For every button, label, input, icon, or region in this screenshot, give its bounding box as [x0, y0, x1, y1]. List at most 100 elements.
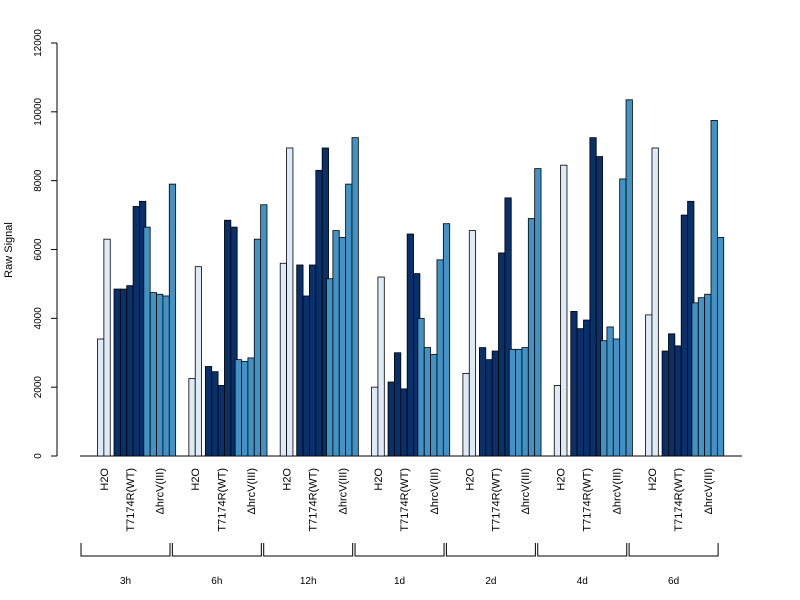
condition-label: ΔhrcV(III) — [611, 468, 623, 514]
condition-label: H2O — [464, 468, 476, 491]
bar — [661, 350, 669, 457]
time-brackets: 3h 6h 12h 1d 2d 4d 6d — [80, 543, 719, 587]
condition-label: H2O — [556, 468, 568, 491]
bar — [371, 386, 379, 457]
bar — [417, 317, 425, 457]
bar — [247, 357, 255, 457]
bar — [442, 223, 451, 457]
y-tick-label: 2000 — [33, 376, 44, 399]
time-label: 6d — [668, 576, 679, 587]
bar — [149, 292, 157, 457]
bar — [680, 214, 688, 457]
time-bracket — [537, 543, 628, 557]
bar — [132, 206, 140, 457]
time-label: 2d — [485, 576, 496, 587]
bar — [645, 314, 653, 457]
time-label: 12h — [300, 576, 317, 587]
condition-label: T7174R(WT) — [490, 468, 502, 532]
condition-label: T7174R(WT) — [399, 468, 411, 532]
bar — [436, 259, 444, 457]
bar — [113, 288, 121, 457]
bar — [589, 137, 597, 457]
bar — [338, 237, 347, 457]
bar — [387, 381, 395, 457]
bar — [103, 238, 111, 457]
condition-label: H2O — [373, 468, 385, 491]
bar — [423, 347, 431, 457]
bar — [595, 156, 603, 457]
bar — [478, 347, 487, 457]
condition-label: ΔhrcV(III) — [429, 468, 441, 514]
bar — [576, 328, 584, 457]
bar — [188, 378, 196, 457]
bars — [97, 99, 725, 457]
y-axis-title: Raw Signal — [3, 222, 15, 278]
time-bracket — [628, 543, 719, 557]
time-bracket — [263, 543, 354, 557]
bar — [498, 252, 506, 457]
y-tick-label: 10000 — [33, 97, 44, 125]
bar — [260, 204, 268, 457]
bar — [119, 288, 128, 457]
y-tick-label: 12000 — [33, 29, 44, 57]
condition-label: T7174R(WT) — [582, 468, 594, 532]
bar — [156, 293, 164, 457]
condition-label: ΔhrcV(III) — [155, 468, 167, 514]
condition-label: T7174R(WT) — [308, 468, 320, 532]
bar — [126, 285, 134, 457]
bar — [521, 347, 529, 457]
bar — [204, 366, 213, 457]
bar — [710, 120, 718, 457]
bar — [583, 319, 591, 457]
condition-label: H2O — [647, 468, 659, 491]
bar — [491, 350, 499, 457]
y-axis: 0 2000 4000 6000 8000 10000 12000 — [33, 29, 58, 459]
bar — [217, 385, 225, 457]
bar — [553, 385, 562, 457]
condition-label: H2O — [99, 468, 111, 491]
bar — [351, 137, 359, 457]
bar — [691, 302, 699, 457]
bar — [704, 293, 712, 457]
bar — [527, 218, 536, 457]
bar — [234, 359, 242, 457]
bar — [508, 348, 516, 457]
bar — [168, 183, 177, 457]
bar — [612, 338, 621, 457]
bar — [394, 352, 402, 457]
time-bracket — [354, 543, 445, 557]
bar — [162, 295, 170, 457]
time-bracket — [445, 543, 536, 557]
condition-labels: H2O T7174R(WT) ΔhrcV(III) H2O T7174R(WT) Δhrc… — [99, 468, 715, 532]
bar — [296, 264, 304, 457]
bar — [400, 388, 408, 457]
condition-label: ΔhrcV(III) — [246, 468, 258, 514]
bar — [230, 226, 238, 457]
condition-label: H2O — [282, 468, 294, 491]
bar — [697, 297, 706, 457]
bar — [619, 178, 627, 457]
condition-label: T7174R(WT) — [125, 468, 137, 532]
time-label: 6h — [211, 576, 222, 587]
y-tick-label: 6000 — [33, 238, 44, 261]
bar — [315, 169, 323, 457]
bar — [625, 99, 633, 457]
condition-label: H2O — [190, 468, 202, 491]
y-tick-label: 4000 — [33, 307, 44, 330]
time-label: 4d — [577, 576, 588, 587]
bar — [674, 345, 682, 457]
bar — [560, 164, 568, 457]
y-tick-label: 0 — [33, 453, 44, 459]
condition-label: ΔhrcV(III) — [520, 468, 532, 514]
bar — [430, 354, 438, 457]
bar — [377, 276, 385, 457]
bar — [668, 333, 676, 457]
bar — [406, 233, 414, 457]
bar — [279, 262, 287, 457]
condition-label: T7174R(WT) — [673, 468, 685, 532]
bar — [241, 360, 249, 457]
time-label: 1d — [394, 576, 405, 587]
condition-label: T7174R(WT) — [216, 468, 228, 532]
bar — [326, 278, 334, 457]
